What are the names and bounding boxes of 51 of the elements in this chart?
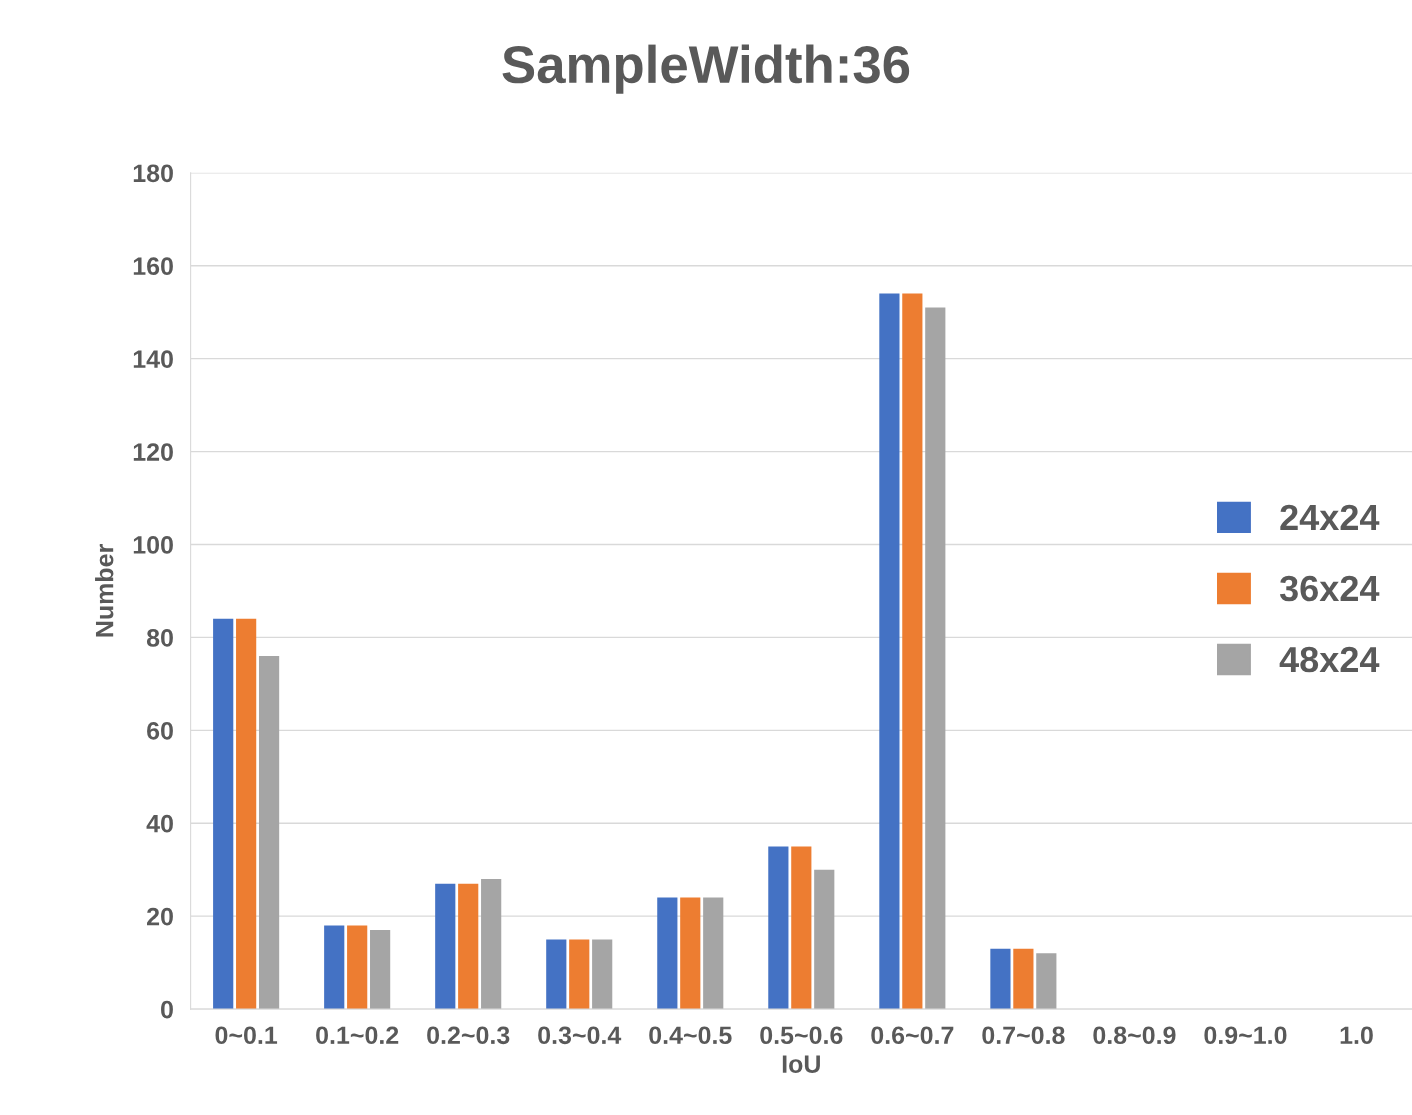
x-tick-label: 0.3~0.4 bbox=[538, 1026, 622, 1045]
y-tick-label: 160 bbox=[133, 257, 173, 276]
x-tick-label: 1.0 bbox=[1340, 1026, 1373, 1045]
legend-label: 48x24 bbox=[1279, 646, 1380, 673]
bar bbox=[814, 869, 835, 1010]
x-tick-label: 0.4~0.5 bbox=[649, 1026, 732, 1045]
bar bbox=[657, 897, 678, 1010]
bar bbox=[1013, 948, 1034, 1010]
legend-label: 24x24 bbox=[1280, 504, 1380, 530]
x-tick-label: 0.2~0.3 bbox=[427, 1026, 510, 1045]
y-tick-label: 120 bbox=[133, 443, 173, 461]
x-tick-label: 0.8~0.9 bbox=[1093, 1026, 1176, 1045]
bar bbox=[370, 930, 391, 1010]
y-tick-label: 0 bbox=[161, 1000, 173, 1019]
y-tick-label: 40 bbox=[146, 814, 173, 833]
bar bbox=[703, 897, 724, 1010]
x-axis-title: IoU bbox=[782, 1055, 820, 1073]
x-tick-label: 0~0.1 bbox=[215, 1026, 278, 1045]
bar bbox=[680, 897, 701, 1010]
x-tick-label: 0.9~1.0 bbox=[1204, 1026, 1287, 1045]
bar bbox=[925, 307, 946, 1010]
legend-label: 36x24 bbox=[1279, 575, 1380, 602]
bar bbox=[347, 925, 368, 1010]
x-tick-label: 0.6~0.7 bbox=[871, 1026, 954, 1045]
y-tick-label: 100 bbox=[133, 536, 173, 554]
bar bbox=[546, 939, 567, 1010]
bar bbox=[990, 948, 1011, 1010]
chart-title: SampleWidth:36 bbox=[502, 44, 910, 94]
bar bbox=[1036, 953, 1057, 1010]
y-tick-label: 20 bbox=[147, 907, 173, 926]
bar bbox=[258, 655, 280, 1010]
bar bbox=[902, 293, 923, 1010]
x-tick-label: 0.1~0.2 bbox=[316, 1026, 399, 1045]
bar bbox=[236, 618, 257, 1010]
y-axis-title: Number bbox=[95, 544, 114, 637]
bar bbox=[592, 939, 613, 1010]
bar bbox=[324, 925, 345, 1010]
y-tick-label: 140 bbox=[133, 350, 173, 368]
bar bbox=[879, 293, 900, 1010]
y-tick-label: 80 bbox=[146, 629, 173, 647]
bar bbox=[435, 883, 456, 1010]
bar bbox=[458, 883, 479, 1010]
x-tick-label: 0.5~0.6 bbox=[760, 1026, 843, 1045]
x-tick-label: 0.7~0.8 bbox=[982, 1026, 1065, 1045]
y-tick-label: 180 bbox=[133, 164, 173, 183]
bar bbox=[569, 939, 590, 1010]
bar bbox=[791, 846, 812, 1010]
bar bbox=[481, 878, 502, 1010]
bar bbox=[768, 846, 789, 1010]
y-tick-label: 60 bbox=[147, 721, 173, 740]
bar bbox=[213, 618, 234, 1010]
